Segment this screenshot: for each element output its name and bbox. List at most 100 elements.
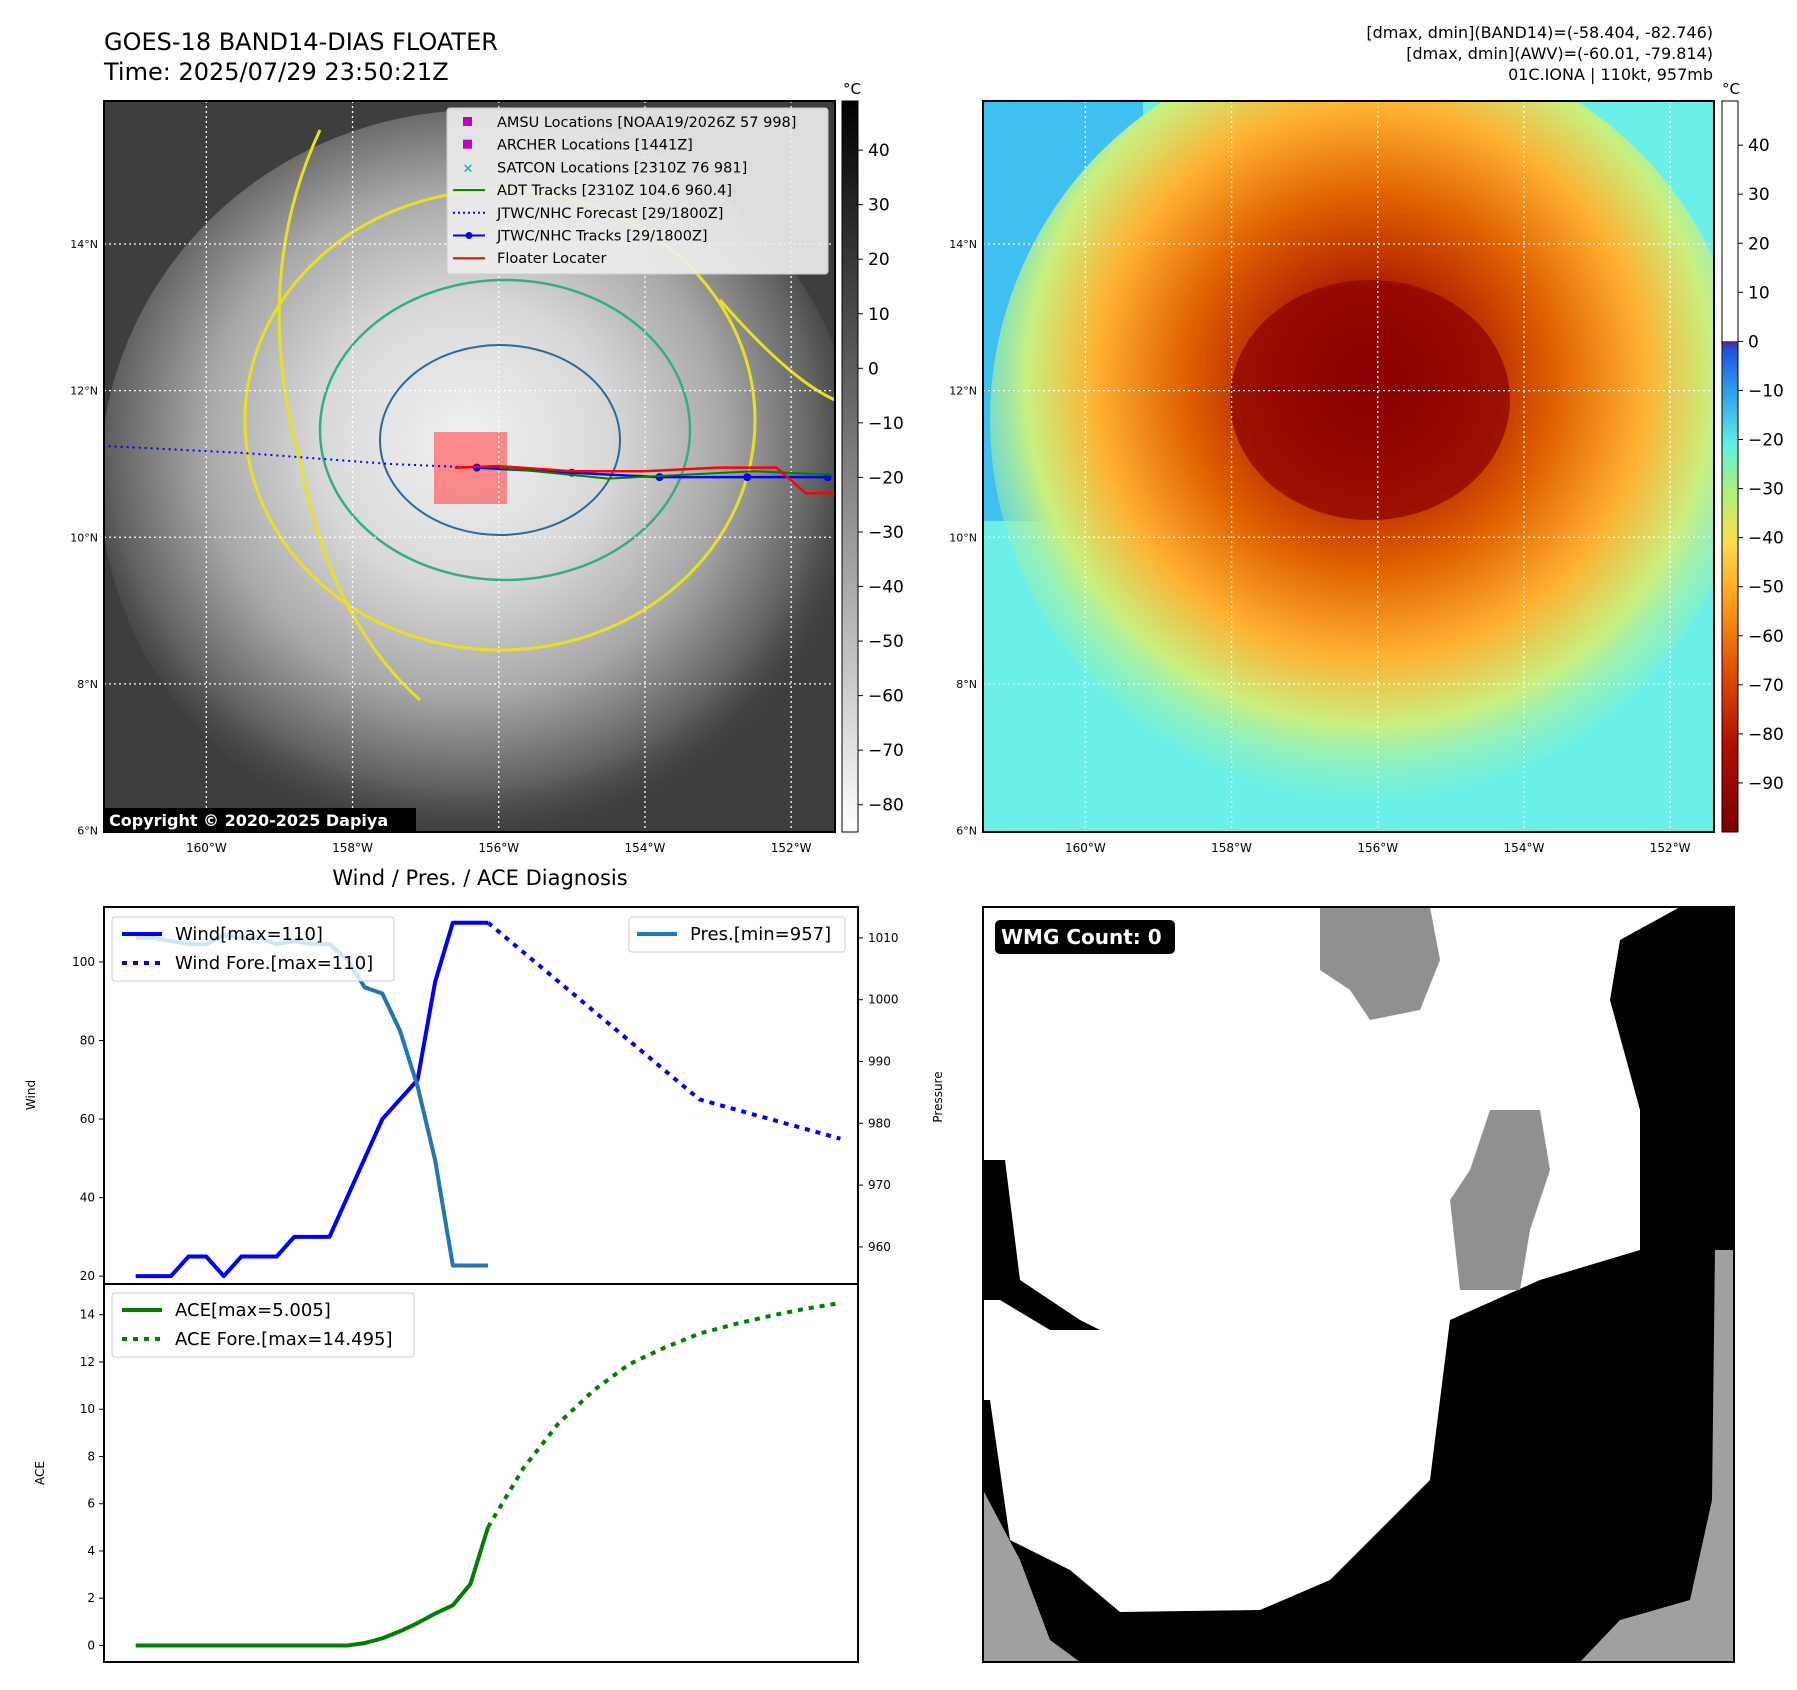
colorbar-tick-label: 0 — [1748, 332, 1759, 352]
wmg-label: WMG Count: 0 — [1001, 925, 1162, 949]
lon-tick-label: 158°W — [1211, 841, 1252, 855]
colorbar-tick-label: −30 — [868, 523, 904, 543]
map-axis-labels: 160°W 158°W 156°W 154°W 152°W 14°N 12°N 10°N 8°N… — [70, 238, 811, 855]
legend-marker: × — [463, 161, 474, 176]
pressure-tick-label: 1000 — [868, 993, 899, 1007]
pressure-axis-label: Pressure — [931, 1071, 945, 1122]
colorbar-awv: °C 40 30 20 10 0 −10 −20 −30 −40 −50 −60 −70 −80 −90 — [1721, 80, 1784, 833]
lat-tick-label: 6°N — [956, 825, 977, 838]
pressure-axis-ticks: 960 970 980 990 1000 1010 — [858, 931, 899, 1254]
lat-tick-label: 10°N — [949, 531, 977, 544]
colorbar-tick-label: −40 — [868, 578, 904, 598]
colorbar-tick-label: −20 — [868, 468, 904, 488]
legend-marker — [463, 139, 472, 149]
ace-legend-label: ACE Fore.[max=14.495] — [175, 1329, 393, 1350]
colorbar-awv-unit: °C — [1722, 80, 1740, 98]
colorbar-tick-label: 30 — [868, 196, 890, 216]
forecast-track-line — [104, 444, 477, 469]
wind-legend: Wind[max=110] Wind Fore.[max=110] — [111, 916, 395, 982]
mid-band-contour — [318, 278, 692, 582]
wmg-black-region-west — [983, 1160, 1100, 1330]
legend-label: JTWC/NHC Forecast [29/1800Z] — [496, 206, 723, 222]
wind-legend-box — [111, 916, 395, 982]
colorbar-ir-ticks: 40 30 20 10 0 −10 −20 −30 −40 −50 −60 −70 −80 — [858, 141, 904, 816]
colorbar-tick-label: −60 — [868, 687, 904, 707]
figure-time: Time: 2025/07/29 23:50:21Z — [103, 58, 449, 86]
lat-tick-label: 14°N — [949, 238, 977, 251]
wmg-black-region-east — [983, 907, 1734, 1662]
colorbar-tick-label: 30 — [1748, 185, 1770, 205]
colorbar-tick-label: −10 — [1748, 381, 1784, 401]
lat-tick-label: 12°N — [949, 385, 977, 398]
ace-tick-label: 6 — [87, 1497, 95, 1511]
pressure-tick-label: 990 — [868, 1055, 891, 1069]
colorbar-tick-label: −80 — [868, 796, 904, 816]
ace-tick-label: 8 — [87, 1449, 95, 1463]
lon-tick-label: 152°W — [1650, 841, 1691, 855]
wmg-label-box — [995, 920, 1175, 954]
lon-tick-label: 154°W — [1504, 841, 1545, 855]
colorbar-tick-label: −20 — [1748, 431, 1784, 451]
lon-tick-label: 160°W — [186, 841, 227, 855]
map-panel-awv: 160°W 158°W 156°W 154°W 152°W 14°N 12°N 10°N 8°N… — [949, 100, 1715, 855]
map-legend: AMSU Locations [NOAA19/2026Z 57 998] ARCH… — [446, 107, 829, 275]
legend-marker-dot — [465, 232, 473, 239]
wmg-gray-region-center — [1450, 1110, 1550, 1290]
pressure-tick-label: 970 — [868, 1178, 891, 1192]
info-line-1: [dmax, dmin](BAND14)=(-58.404, -82.746) — [1366, 23, 1713, 42]
lon-tick-label: 156°W — [478, 841, 519, 855]
colorbar-awv-ticks: 40 30 20 10 0 −10 −20 −30 −40 −50 −60 −70 −80 −90 — [1738, 136, 1784, 794]
lon-tick-label: 156°W — [1357, 841, 1398, 855]
colorbar-ir: °C 40 30 20 10 0 −10 −20 −30 −40 −50 −60 −70 −80 — [841, 80, 904, 833]
wind-series-line — [135, 920, 489, 1279]
lon-tick-label: 152°W — [771, 841, 812, 855]
ace-legend-box — [111, 1292, 415, 1358]
ace-tick-label: 0 — [87, 1638, 95, 1652]
wmg-frame — [982, 906, 1735, 1663]
ace-legend-label: ACE[max=5.005] — [175, 1300, 331, 1321]
wind-legend-label: Wind Fore.[max=110] — [175, 953, 373, 974]
ace-tick-label: 2 — [87, 1591, 95, 1605]
copyright-text: Copyright © 2020-2025 Dapiya — [109, 811, 388, 830]
adt-track-line — [498, 466, 835, 480]
colorbar-tick-label: −10 — [868, 414, 904, 434]
ace-series-line — [135, 1526, 490, 1648]
map-frame — [103, 100, 836, 833]
wind-axis-ticks: 20 40 60 80 100 — [72, 955, 104, 1283]
ace-tick-label: 10 — [80, 1402, 95, 1416]
legend-label: JTWC/NHC Tracks [29/1800Z] — [496, 229, 708, 245]
colorbar-ir-unit: °C — [843, 80, 861, 98]
colorbar-tick-label: −80 — [1748, 725, 1784, 745]
lat-tick-label: 8°N — [77, 678, 98, 691]
wind-tick-label: 100 — [72, 955, 95, 969]
pressure-legend: Pres.[min=957] — [628, 916, 846, 953]
wind-tick-label: 60 — [80, 1112, 95, 1126]
colorbar-tick-label: 10 — [1748, 283, 1770, 303]
wind-tick-label: 80 — [80, 1034, 95, 1048]
wmg-gray-region-southeast — [1580, 1250, 1734, 1662]
colorbar-tick-label: −50 — [868, 632, 904, 652]
map-panel-ir: Copyright © 2020-2025 Dapiya 160°W 158°W 1… — [70, 100, 836, 855]
colorbar-tick-label: 10 — [868, 305, 890, 325]
wind-tick-label: 20 — [80, 1269, 95, 1283]
lat-tick-label: 14°N — [70, 238, 98, 251]
colorbar-tick-label: −70 — [868, 741, 904, 761]
lat-tick-label: 6°N — [77, 825, 98, 838]
wind-legend-label: Wind[max=110] — [175, 924, 323, 945]
pressure-legend-box — [628, 916, 846, 953]
colorbar-tick-label: 20 — [1748, 234, 1770, 254]
copyright-box — [104, 808, 416, 832]
ace-forecast-series-line — [486, 1301, 841, 1529]
ace-tick-label: 12 — [80, 1355, 95, 1369]
wind-tick-label: 40 — [80, 1191, 95, 1205]
lon-tick-label: 158°W — [332, 841, 373, 855]
wmg-panel: WMG Count: 0 — [982, 906, 1735, 1663]
colorbar-tick-label: 40 — [1748, 136, 1770, 156]
colorbar-awv-gradient — [1721, 100, 1739, 833]
colorbar-tick-label: −40 — [1748, 529, 1784, 549]
floater-locater-line — [454, 464, 835, 495]
rain-band-contour-east — [718, 299, 835, 402]
info-line-2: [dmax, dmin](AWV)=(-60.01, -79.814) — [1406, 44, 1713, 63]
colorbar-tick-label: −30 — [1748, 480, 1784, 500]
lat-tick-label: 12°N — [70, 385, 98, 398]
